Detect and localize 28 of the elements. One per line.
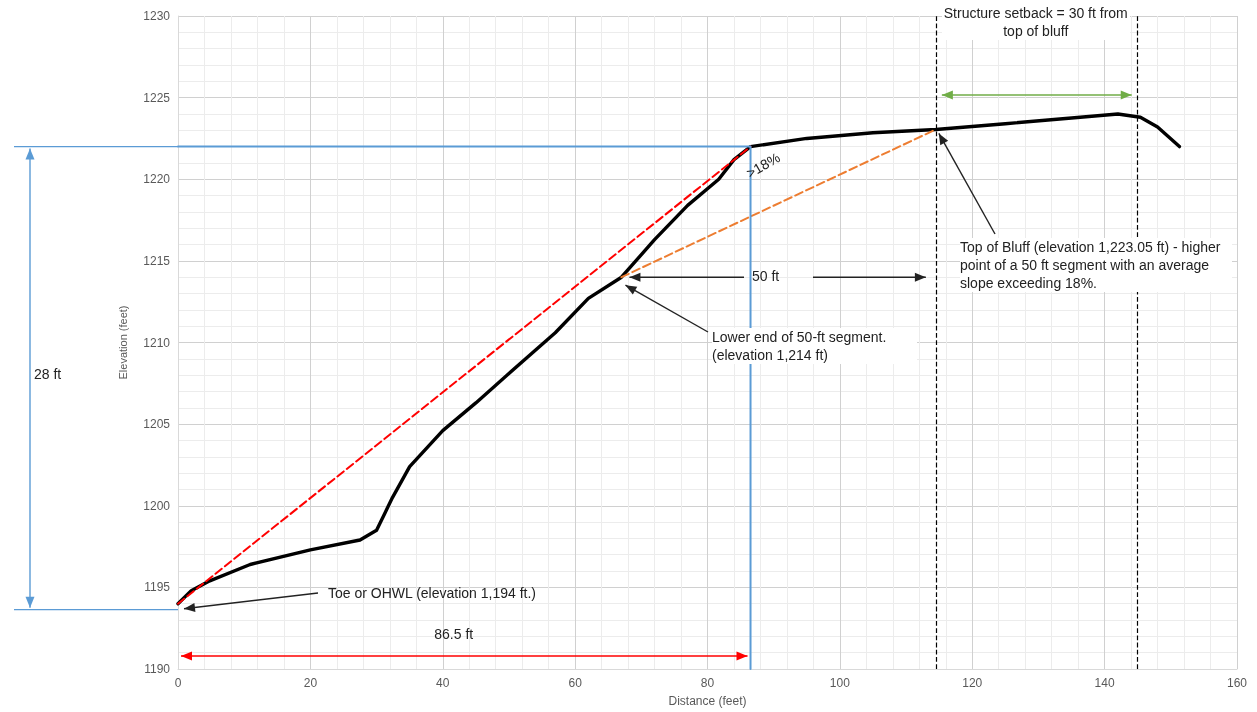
annotation: 50 ft [752, 267, 780, 286]
text: 28 ft [34, 365, 62, 384]
x-tick-label: 0 [174, 676, 182, 690]
y-tick-label: 1210 [143, 335, 171, 350]
x-tick-label: 120 [962, 676, 983, 690]
annotation: Lower end of 50-ft segment. (elevation 1,214 ft) [712, 328, 917, 364]
x-tick-label: 140 [1094, 676, 1115, 690]
x-tick-label: 60 [568, 676, 583, 690]
y-tick-label: 1225 [143, 90, 171, 105]
y-tick-label: 1200 [143, 498, 171, 513]
x-tick-label: 100 [829, 676, 851, 690]
x-tick-label: 80 [700, 676, 715, 690]
y-tick-label: 1195 [144, 580, 171, 595]
y-tick-label: 1230 [143, 9, 171, 23]
annotation: 86.5 ft [434, 625, 474, 643]
y-tick-label: 1220 [143, 172, 171, 187]
annotation: >18% [743, 148, 784, 182]
annotation: Structure setback = 30 ft from top of bluff [941, 4, 1130, 40]
y-axis-title: Elevation (feet) [116, 305, 129, 380]
x-tick-label: 160 [1226, 676, 1248, 690]
y-tick-label: 1190 [144, 662, 171, 676]
x-tick-label: 40 [436, 676, 450, 690]
y-tick-label: 1215 [143, 253, 171, 268]
x-axis-title: Distance (feet) [668, 694, 747, 708]
x-tick-label: 20 [303, 676, 318, 690]
annotation: Top of Bluff (elevation 1,223.05 ft) - higher point of a 50 ft segment with an average slope exceeding 18%. [960, 238, 1232, 292]
annotation: Toe or OHWL (elevation 1,194 ft.) [328, 584, 538, 602]
y-tick-label: 1205 [143, 417, 171, 432]
